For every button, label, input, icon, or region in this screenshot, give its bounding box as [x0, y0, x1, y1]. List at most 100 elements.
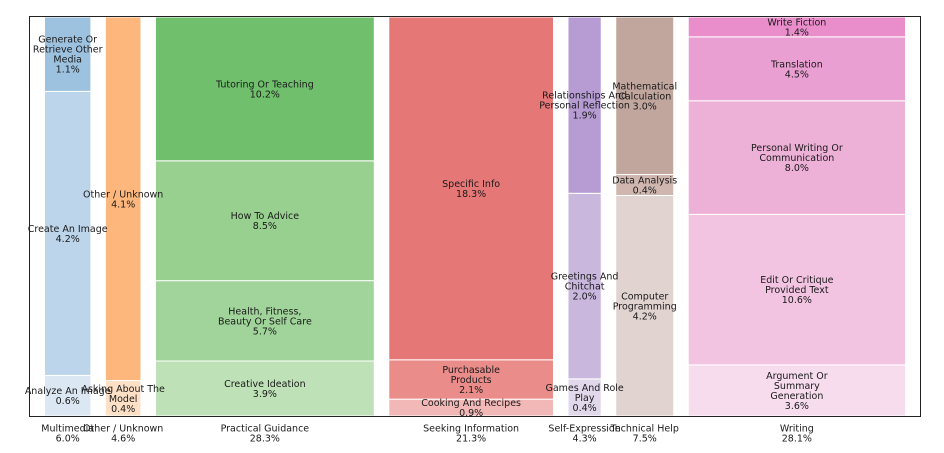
- segment-label-greetings-and-chitchat-line: Chitchat: [565, 282, 605, 293]
- segment-label-mathematical-calculation: Mathematical Calculation 3.0%: [612, 81, 677, 112]
- category-label-technical-help-line: Technical Help: [610, 424, 679, 435]
- segment-label-edit-or-critique-provided-text: Edit Or Critique Provided Text 10.6%: [760, 275, 833, 306]
- segment-label-relationships-and-personal-reflection: Relationships And Personal Reflection 1.9%: [539, 91, 630, 122]
- bar-segment-multimedia-analyze-an-image: [44, 374, 92, 417]
- segment-label-greetings-and-chitchat: Greetings And Chitchat 2.0%: [551, 272, 619, 303]
- segment-label-asking-about-the-model-line: 0.4%: [111, 404, 135, 415]
- segment-label-how-to-advice-line: 8.5%: [253, 221, 277, 232]
- segment-label-cooking-and-recipes: Cooking And Recipes 0.9%: [421, 398, 521, 419]
- segment-label-argument-or-summary-generation-line: 3.6%: [785, 401, 809, 412]
- segment-label-mathematical-calculation-line: Calculation: [618, 91, 671, 102]
- category-label-writing: Writing 28.1%: [780, 424, 814, 445]
- segment-label-personal-writing-or-communication-line: Personal Writing Or: [751, 143, 843, 154]
- segment-label-computer-programming: Computer Programming 4.2%: [613, 291, 677, 322]
- bar-segment-seeking-information-specific-info: [388, 16, 554, 361]
- segment-label-argument-or-summary-generation-line: Generation: [770, 391, 823, 402]
- segment-label-health-fitness-beauty-or-self-care-line: Beauty Or Self Care: [218, 316, 312, 327]
- segment-label-edit-or-critique-provided-text-line: 10.6%: [782, 295, 812, 306]
- segment-label-creative-ideation: Creative Ideation 3.9%: [224, 379, 306, 400]
- segment-label-computer-programming-line: Computer: [621, 291, 668, 302]
- bar-segment-practical-guidance-tutoring-or-teaching: [154, 16, 375, 162]
- segment-label-greetings-and-chitchat-line: Greetings And: [551, 272, 619, 283]
- segment-label-other-unknown: Other / Unknown 4.1%: [83, 189, 163, 210]
- segment-labels-layer: Analyze An Image 0.6%Create An Image 4.2%G…: [25, 17, 843, 419]
- segment-label-generate-or-retrieve-other-media: Generate Or Retrieve Other Media 1.1%: [33, 35, 103, 76]
- segment-label-create-an-image-line: Create An Image: [28, 224, 108, 235]
- segment-label-games-and-role-play-line: 0.4%: [573, 403, 597, 414]
- segment-label-write-fiction-line: 1.4%: [785, 27, 809, 38]
- category-label-writing-line: Writing: [780, 424, 814, 435]
- category-label-self-expression-line: Self-Expression: [548, 424, 620, 435]
- segment-label-purchasable-products-line: Products: [451, 375, 492, 386]
- segment-label-health-fitness-beauty-or-self-care-line: 5.7%: [253, 326, 277, 337]
- segment-label-how-to-advice: How To Advice 8.5%: [231, 211, 300, 232]
- category-label-other-unknown-line: Other / Unknown: [83, 424, 163, 435]
- segment-label-personal-writing-or-communication-line: Communication: [759, 153, 834, 164]
- segment-label-asking-about-the-model-line: Model: [109, 394, 138, 405]
- segment-label-data-analysis: Data Analysis 0.4%: [612, 176, 677, 197]
- category-label-practical-guidance: Practical Guidance 28.3%: [221, 424, 310, 445]
- bar-segment-technical-help-mathematical-calculation: [615, 16, 675, 175]
- category-label-technical-help-line: 7.5%: [633, 434, 657, 445]
- category-label-seeking-information-line: Seeking Information: [423, 424, 519, 435]
- segment-label-specific-info: Specific Info 18.3%: [442, 179, 500, 200]
- segment-label-personal-writing-or-communication-line: 8.0%: [785, 163, 809, 174]
- bar-segment-writing-personal-writing-or-communication: [687, 100, 906, 215]
- segment-label-generate-or-retrieve-other-media-line: Generate Or: [38, 35, 97, 46]
- segment-label-create-an-image: Create An Image 4.2%: [28, 224, 108, 245]
- segment-label-edit-or-critique-provided-text-line: Edit Or Critique: [760, 275, 833, 286]
- segment-label-other-unknown-line: 4.1%: [111, 199, 135, 210]
- segment-label-translation-line: Translation: [770, 59, 823, 70]
- segment-label-computer-programming-line: Programming: [613, 301, 677, 312]
- segment-label-write-fiction-line: Write Fiction: [767, 17, 826, 28]
- segment-label-argument-or-summary-generation: Argument Or Summary Generation 3.6%: [766, 371, 828, 412]
- category-label-technical-help: Technical Help 7.5%: [610, 424, 679, 445]
- segment-label-generate-or-retrieve-other-media-line: 1.1%: [56, 65, 80, 76]
- bar-segment-other-unknown-other-unknown: [104, 16, 142, 382]
- segment-label-argument-or-summary-generation-line: Summary: [774, 381, 820, 392]
- segment-label-relationships-and-personal-reflection-line: 1.9%: [573, 111, 597, 122]
- bar-segment-other-unknown-asking-about-the-model: [104, 380, 142, 417]
- bar-segment-self-expression-relationships-and-personal-reflection: [567, 16, 602, 194]
- bar-segment-technical-help-computer-programming: [615, 195, 675, 417]
- category-label-other-unknown-line: 4.6%: [111, 434, 135, 445]
- bars-layer: [44, 16, 906, 417]
- bar-segment-self-expression-greetings-and-chitchat: [567, 192, 602, 380]
- segment-label-relationships-and-personal-reflection-line: Relationships And: [542, 91, 627, 102]
- plot-frame: [29, 16, 921, 417]
- segment-label-argument-or-summary-generation-line: Argument Or: [766, 371, 828, 382]
- segment-label-computer-programming-line: 4.2%: [633, 311, 657, 322]
- segment-label-data-analysis-line: 0.4%: [633, 186, 657, 197]
- segment-label-purchasable-products: Purchasable Products 2.1%: [442, 365, 500, 396]
- segment-label-tutoring-or-teaching-line: Tutoring Or Teaching: [215, 79, 314, 90]
- category-label-seeking-information: Seeking Information 21.3%: [423, 424, 519, 445]
- segment-label-games-and-role-play-line: Play: [575, 393, 595, 404]
- category-labels-layer: Multimedia 6.0%Other / Unknown 4.6% Practic…: [41, 424, 814, 445]
- segment-label-purchasable-products-line: Purchasable: [442, 365, 500, 376]
- category-label-seeking-information-line: 21.3%: [456, 434, 486, 445]
- category-label-multimedia: Multimedia 6.0%: [41, 424, 94, 445]
- segment-label-other-unknown-line: Other / Unknown: [83, 189, 163, 200]
- segment-label-analyze-an-image: Analyze An Image 0.6%: [25, 386, 111, 407]
- segment-label-write-fiction: Write Fiction 1.4%: [767, 17, 826, 38]
- segment-label-mathematical-calculation-line: Mathematical: [612, 81, 677, 92]
- segment-label-data-analysis-line: Data Analysis: [612, 176, 677, 187]
- segment-label-creative-ideation-line: Creative Ideation: [224, 379, 306, 390]
- category-label-self-expression: Self-Expression 4.3%: [548, 424, 620, 445]
- segment-label-health-fitness-beauty-or-self-care: Health, Fitness, Beauty Or Self Care 5.7%: [218, 306, 312, 337]
- segment-label-specific-info-line: Specific Info: [442, 179, 500, 190]
- segment-label-cooking-and-recipes-line: 0.9%: [459, 408, 483, 419]
- bar-segment-practical-guidance-creative-ideation: [154, 360, 375, 417]
- segment-label-relationships-and-personal-reflection-line: Personal Reflection: [539, 101, 630, 112]
- bar-segment-self-expression-games-and-role-play: [567, 378, 602, 417]
- segment-label-purchasable-products-line: 2.1%: [459, 385, 483, 396]
- bar-segment-multimedia-create-an-image: [44, 90, 92, 376]
- category-label-multimedia-line: Multimedia: [41, 424, 94, 435]
- segment-label-games-and-role-play: Games And Role Play 0.4%: [545, 383, 623, 414]
- segment-label-cooking-and-recipes-line: Cooking And Recipes: [421, 398, 521, 409]
- segment-label-generate-or-retrieve-other-media-line: Retrieve Other: [33, 45, 103, 56]
- category-label-self-expression-line: 4.3%: [573, 434, 597, 445]
- segment-label-tutoring-or-teaching-line: 10.2%: [250, 89, 280, 100]
- segment-label-analyze-an-image-line: 0.6%: [56, 396, 80, 407]
